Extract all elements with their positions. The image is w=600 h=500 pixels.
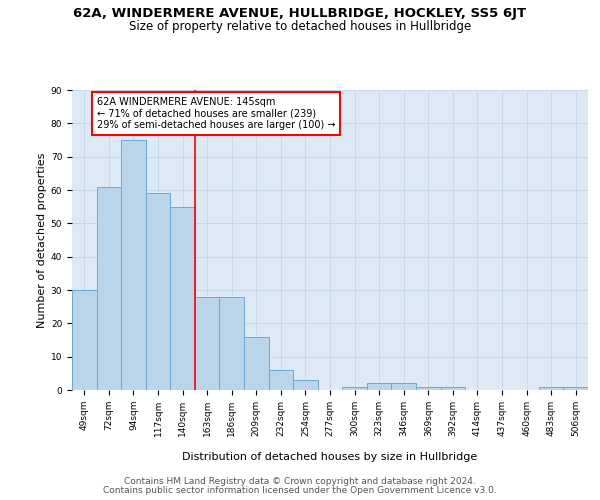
Bar xyxy=(195,296,220,390)
Bar xyxy=(170,206,195,390)
Bar xyxy=(539,386,563,390)
Text: 62A, WINDERMERE AVENUE, HULLBRIDGE, HOCKLEY, SS5 6JT: 62A, WINDERMERE AVENUE, HULLBRIDGE, HOCK… xyxy=(73,8,527,20)
Text: 62A WINDERMERE AVENUE: 145sqm
← 71% of detached houses are smaller (239)
29% of : 62A WINDERMERE AVENUE: 145sqm ← 71% of d… xyxy=(97,96,335,130)
Text: Distribution of detached houses by size in Hullbridge: Distribution of detached houses by size … xyxy=(182,452,478,462)
Bar xyxy=(293,380,318,390)
Bar xyxy=(367,384,391,390)
Bar xyxy=(72,290,97,390)
Bar xyxy=(342,386,367,390)
Bar xyxy=(146,194,170,390)
Bar xyxy=(416,386,440,390)
Bar xyxy=(269,370,293,390)
Bar xyxy=(440,386,465,390)
Text: Size of property relative to detached houses in Hullbridge: Size of property relative to detached ho… xyxy=(129,20,471,33)
Y-axis label: Number of detached properties: Number of detached properties xyxy=(37,152,47,328)
Text: Contains HM Land Registry data © Crown copyright and database right 2024.: Contains HM Land Registry data © Crown c… xyxy=(124,477,476,486)
Bar xyxy=(97,186,121,390)
Bar xyxy=(244,336,269,390)
Bar xyxy=(220,296,244,390)
Bar xyxy=(121,140,146,390)
Text: Contains public sector information licensed under the Open Government Licence v3: Contains public sector information licen… xyxy=(103,486,497,495)
Bar xyxy=(563,386,588,390)
Bar xyxy=(391,384,416,390)
